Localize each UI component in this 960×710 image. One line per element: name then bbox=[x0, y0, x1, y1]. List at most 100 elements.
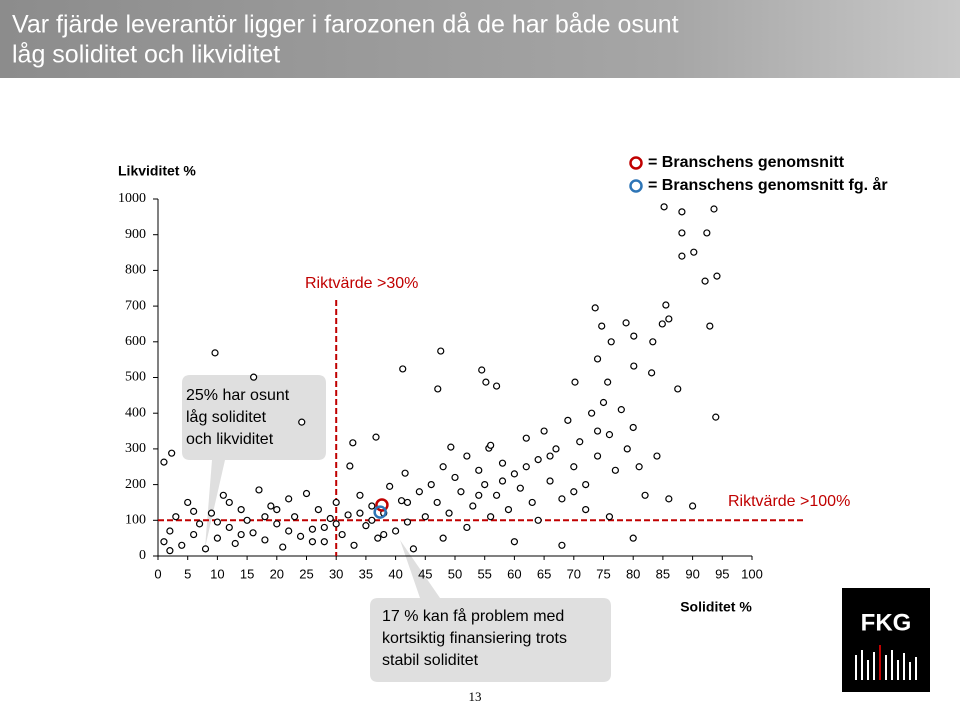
data-point bbox=[320, 538, 328, 546]
data-point bbox=[674, 385, 682, 393]
data-point bbox=[225, 523, 233, 532]
legend-label: = Branschens genomsnitt fg. år bbox=[648, 176, 888, 194]
data-point bbox=[498, 459, 507, 467]
x-tick-label: 80 bbox=[626, 566, 640, 581]
data-point bbox=[570, 463, 578, 471]
data-point bbox=[463, 523, 471, 532]
data-point bbox=[475, 491, 483, 499]
data-point bbox=[607, 338, 615, 346]
legend-label: = Branschens genomsnitt bbox=[648, 154, 845, 171]
data-point bbox=[540, 427, 548, 435]
data-point bbox=[504, 505, 513, 514]
data-point bbox=[571, 378, 579, 386]
logo-bars bbox=[855, 645, 917, 680]
data-point bbox=[439, 463, 447, 471]
data-point bbox=[392, 527, 400, 535]
reference-label: Riktvärde >30% bbox=[305, 275, 418, 292]
data-point bbox=[678, 252, 686, 260]
x-tick-label: 60 bbox=[507, 566, 521, 581]
data-point bbox=[622, 319, 630, 327]
data-point bbox=[421, 513, 429, 521]
data-point bbox=[409, 545, 418, 553]
x-tick-label: 90 bbox=[685, 566, 699, 581]
data-point bbox=[168, 449, 176, 457]
data-point bbox=[534, 456, 542, 464]
x-tick-label: 70 bbox=[567, 566, 581, 581]
data-point bbox=[510, 538, 519, 546]
y-tick-label: 800 bbox=[125, 263, 146, 278]
x-tick-label: 30 bbox=[329, 566, 343, 581]
data-point bbox=[534, 516, 542, 524]
data-point bbox=[178, 541, 186, 549]
data-point bbox=[207, 509, 216, 517]
data-point bbox=[660, 203, 668, 211]
data-point bbox=[190, 507, 198, 515]
data-point bbox=[463, 452, 471, 460]
x-tick-label: 85 bbox=[656, 566, 670, 581]
x-axis-label: Soliditet % bbox=[680, 599, 752, 615]
callout-text: 25% har osunt bbox=[186, 387, 290, 404]
data-point bbox=[487, 441, 495, 449]
data-point bbox=[641, 491, 649, 499]
data-point bbox=[166, 527, 174, 535]
y-tick-label: 300 bbox=[125, 441, 146, 456]
callout-text: och likviditet bbox=[186, 431, 274, 448]
data-point bbox=[576, 438, 584, 446]
data-point bbox=[487, 513, 495, 521]
data-point bbox=[712, 413, 720, 421]
data-point bbox=[374, 534, 382, 542]
data-point bbox=[397, 497, 406, 505]
data-point bbox=[528, 498, 536, 507]
data-point bbox=[564, 416, 572, 424]
data-point bbox=[386, 482, 394, 490]
data-point bbox=[658, 320, 666, 328]
data-point bbox=[434, 385, 442, 393]
data-point bbox=[611, 466, 619, 474]
data-point bbox=[285, 527, 293, 535]
data-point bbox=[599, 398, 608, 407]
data-point bbox=[598, 322, 606, 330]
data-point bbox=[356, 491, 364, 499]
data-point bbox=[219, 491, 227, 499]
x-tick-label: 65 bbox=[537, 566, 551, 581]
data-point bbox=[604, 378, 612, 386]
data-point bbox=[356, 509, 364, 517]
data-point bbox=[439, 534, 447, 542]
data-point bbox=[237, 505, 245, 514]
data-point bbox=[516, 484, 524, 492]
data-point bbox=[332, 520, 340, 528]
data-point bbox=[368, 502, 376, 510]
callout-text: stabil soliditet bbox=[382, 652, 479, 669]
data-point bbox=[401, 469, 409, 477]
data-point bbox=[362, 522, 370, 530]
data-point bbox=[160, 458, 168, 466]
data-point bbox=[706, 322, 714, 330]
data-point bbox=[273, 520, 281, 528]
data-point bbox=[546, 477, 554, 485]
data-point bbox=[588, 409, 596, 417]
x-tick-label: 5 bbox=[184, 566, 191, 581]
callout-box bbox=[182, 375, 326, 548]
data-point bbox=[665, 495, 673, 503]
y-tick-label: 700 bbox=[125, 298, 146, 313]
data-point bbox=[649, 338, 657, 346]
data-point bbox=[648, 369, 656, 377]
y-tick-label: 1000 bbox=[118, 191, 146, 206]
callout-text: låg soliditet bbox=[186, 408, 267, 426]
y-tick-label: 600 bbox=[125, 334, 146, 349]
callout-text: 17 % kan få problem med bbox=[382, 607, 564, 625]
x-tick-label: 15 bbox=[240, 566, 254, 581]
data-point bbox=[482, 378, 490, 386]
data-point bbox=[195, 520, 204, 528]
data-point bbox=[344, 511, 352, 519]
data-point bbox=[570, 488, 578, 496]
data-point bbox=[629, 423, 637, 432]
y-tick-label: 400 bbox=[125, 405, 146, 420]
data-point bbox=[326, 514, 334, 523]
data-point bbox=[617, 406, 625, 414]
data-point bbox=[630, 332, 638, 340]
data-point bbox=[475, 466, 483, 474]
x-tick-label: 35 bbox=[359, 566, 373, 581]
data-point bbox=[629, 534, 637, 542]
